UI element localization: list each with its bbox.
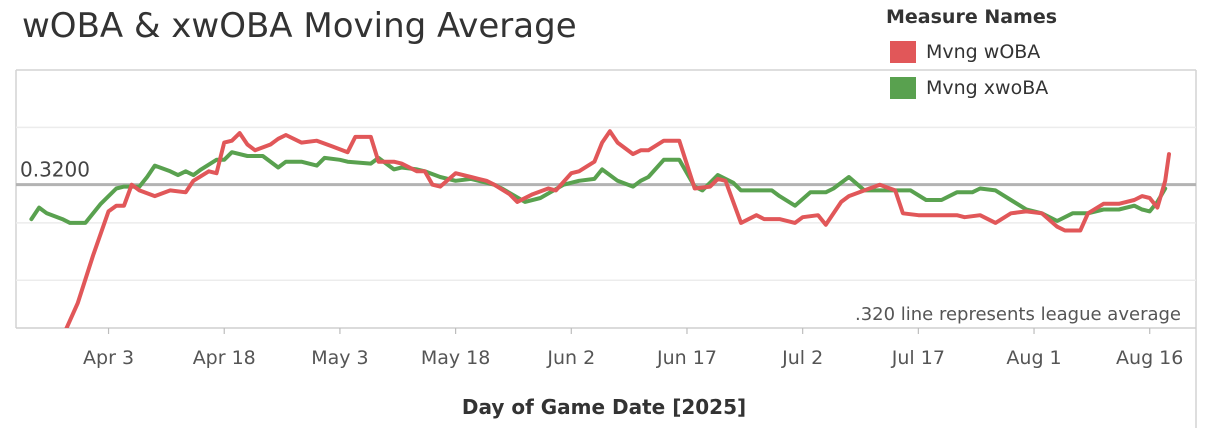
series-group: [29, 129, 1171, 337]
legend-swatch-xwoBA: [890, 77, 916, 99]
reference-line-group: 0.3200: [16, 158, 1196, 187]
series-line-wOBA[interactable]: [62, 129, 1171, 337]
legend-item-xwoBA[interactable]: Mvng xwoBA: [886, 70, 1057, 106]
chart-title: wOBA & xwOBA Moving Average: [22, 6, 577, 46]
gridlines: [16, 126, 1196, 281]
legend-label-wOBA: Mvng wOBA: [926, 41, 1041, 63]
x-tick-label: Jul 17: [891, 347, 945, 369]
x-tick-label: Apr 3: [83, 347, 134, 369]
legend-item-wOBA[interactable]: Mvng wOBA: [886, 34, 1057, 70]
annotation: .320 line represents league average: [855, 304, 1181, 325]
legend-title: Measure Names: [886, 6, 1058, 28]
x-tick-label: Aug 1: [1006, 347, 1061, 369]
x-tick-label: Jun 2: [546, 347, 595, 369]
x-tick-label: Jun 17: [656, 347, 717, 369]
reference-line-label: 0.3200: [20, 158, 90, 182]
x-tick-label: May 18: [421, 347, 491, 369]
legend-swatch-wOBA: [890, 41, 916, 63]
x-tick-label: Jul 2: [781, 347, 823, 369]
legend: Measure Names Mvng wOBA Mvng xwoBA: [886, 6, 1057, 106]
x-axis-label: Day of Game Date [2025]: [462, 395, 746, 419]
x-tick-label: Aug 16: [1116, 347, 1183, 369]
legend-label-xwoBA: Mvng xwoBA: [926, 77, 1049, 99]
x-tick-label: Apr 18: [193, 347, 256, 369]
series-line-xwoBA[interactable]: [29, 150, 1168, 225]
x-tick-label: May 3: [311, 347, 368, 369]
x-axis-ticks: Apr 3 Apr 18 May 3 May 18 Jun 2 Jun 17 Jul 2 Ju…: [83, 328, 1183, 369]
